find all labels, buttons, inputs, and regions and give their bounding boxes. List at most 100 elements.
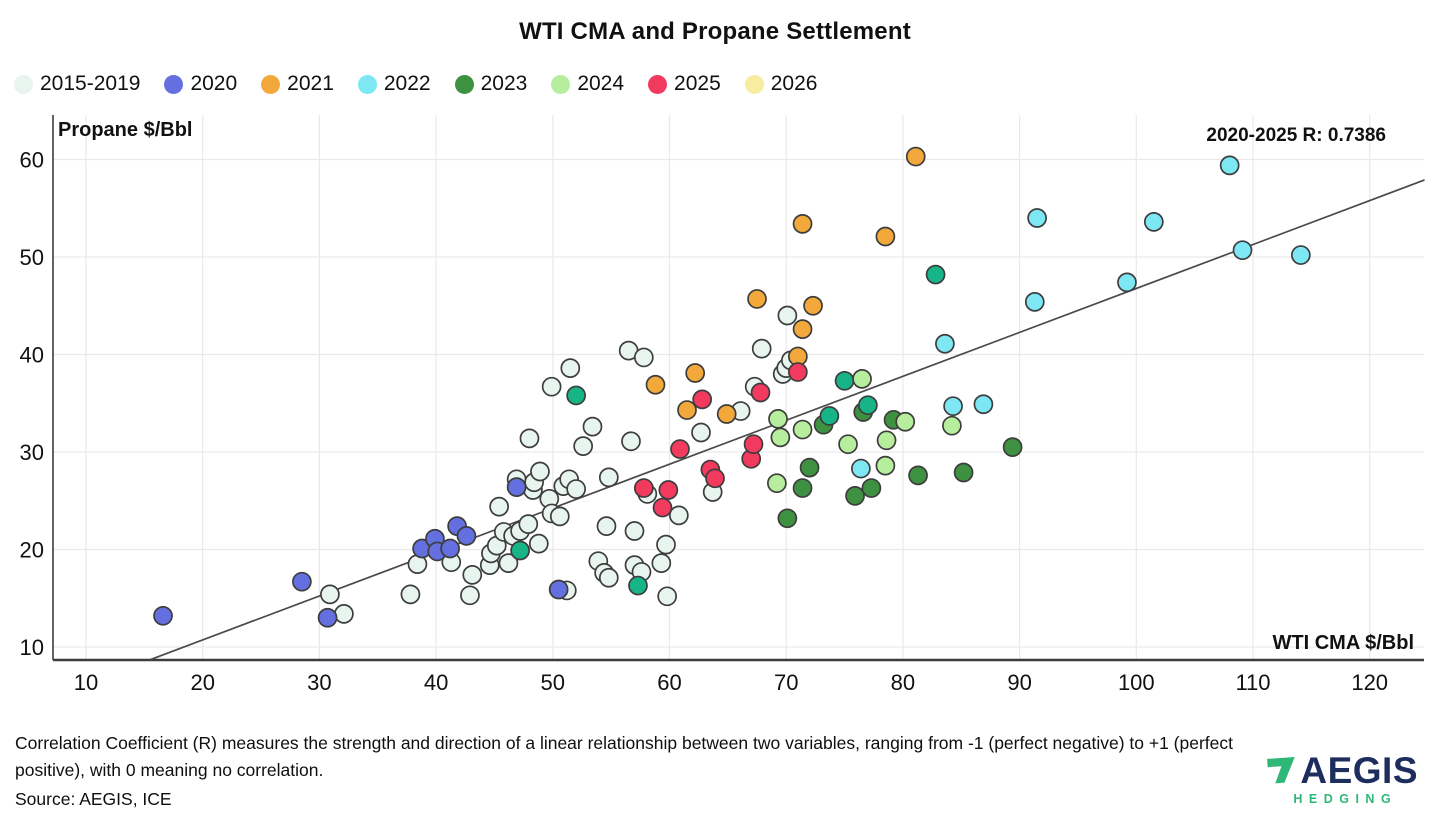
legend-label: 2023 bbox=[480, 72, 528, 95]
scatter-plot: 10 20 30 40 50 60 70 80 90 100 110 120 10 20 30 40 50 60 bbox=[20, 115, 1425, 695]
scatter-point-2015-2019 bbox=[462, 565, 483, 585]
scatter-point-2021 bbox=[677, 400, 697, 420]
scatter-point-2015-2019 bbox=[560, 358, 581, 378]
aegis-logo: AEGIS HEDGING bbox=[1266, 752, 1418, 806]
scatter-point-2015-2019 bbox=[518, 514, 539, 534]
legend-item-2025[interactable]: 2025 bbox=[648, 72, 721, 96]
scatter-point-2015-2019 bbox=[498, 553, 519, 573]
scatter-point-2023 bbox=[908, 465, 928, 486]
x-tick-label: 40 bbox=[424, 670, 448, 695]
legend-label: 2022 bbox=[383, 72, 431, 95]
x-tick-label: 50 bbox=[541, 670, 565, 695]
y-tick-label: 60 bbox=[20, 148, 44, 173]
y-tick-label: 20 bbox=[20, 538, 44, 563]
x-tick-label: 100 bbox=[1118, 670, 1155, 695]
legend-dot-icon bbox=[357, 74, 377, 94]
scatter-point-2015-2019 bbox=[657, 586, 678, 607]
scatter-point-2015-2019 bbox=[400, 584, 421, 605]
scatter-point-2015-2019 bbox=[651, 553, 672, 573]
scatter-point-2021 bbox=[716, 404, 737, 424]
scatter-point-2015-2019 bbox=[334, 603, 354, 624]
scatter-point-2020 bbox=[440, 538, 460, 559]
scatter-point-2025 bbox=[658, 480, 679, 500]
scatter-point-2022 bbox=[973, 394, 994, 415]
legend-item-2024[interactable]: 2024 bbox=[551, 72, 624, 96]
scatter-point-2021 bbox=[685, 363, 706, 383]
scatter-point-2022 bbox=[943, 396, 963, 417]
legend-item-2023[interactable]: 2023 bbox=[454, 72, 528, 96]
logo-sub-text: HEDGING bbox=[1293, 792, 1398, 806]
scatter-point-2023 bbox=[819, 406, 840, 426]
legend-item-2026[interactable]: 2026 bbox=[744, 72, 818, 96]
scatter-point-2023 bbox=[510, 540, 530, 561]
legend-label: 2021 bbox=[287, 72, 334, 95]
scatter-point-2021 bbox=[905, 146, 926, 167]
legend: 2015-2019 2020 2021 2022 2023 2024 2025 2026 bbox=[14, 72, 817, 96]
x-tick-label: 110 bbox=[1235, 670, 1270, 695]
x-tick-label: 30 bbox=[307, 670, 331, 695]
y-tick-label: 10 bbox=[20, 635, 44, 660]
scatter-point-2023 bbox=[953, 462, 974, 483]
aegis-logo-mark-icon bbox=[1267, 756, 1295, 784]
legend-label: 2026 bbox=[770, 72, 818, 95]
scatter-point-2024 bbox=[792, 419, 813, 440]
scatter-point-2024 bbox=[767, 473, 787, 494]
scatter-point-2021 bbox=[803, 295, 823, 316]
scatter-point-2015-2019 bbox=[633, 347, 654, 368]
scatter-point-2020 bbox=[292, 571, 312, 592]
y-axis-title: Propane $/Bbl bbox=[58, 119, 193, 141]
scatter-point-2021 bbox=[875, 226, 896, 247]
legend-item-2020[interactable]: 2020 bbox=[164, 72, 237, 96]
legend-item-2022[interactable]: 2022 bbox=[357, 72, 431, 96]
scatter-point-2015-2019 bbox=[573, 436, 593, 456]
scatter-point-2025 bbox=[670, 439, 690, 459]
legend-label: 2024 bbox=[577, 72, 625, 95]
legend-label: 2025 bbox=[674, 72, 721, 95]
scatter-point-2022 bbox=[1219, 155, 1240, 176]
scatter-point-2022 bbox=[935, 333, 955, 354]
scatter-point-2025 bbox=[743, 434, 764, 455]
scatter-point-2015-2019 bbox=[624, 521, 645, 541]
scatter-point-2020 bbox=[506, 477, 527, 497]
scatter-point-2025 bbox=[705, 468, 725, 489]
y-tick-label: 40 bbox=[20, 343, 44, 368]
x-tick-label: 70 bbox=[774, 670, 798, 695]
scatter-point-2023 bbox=[845, 486, 865, 506]
source-text: Source: AEGIS, ICE bbox=[15, 789, 172, 809]
scatter-point-2023 bbox=[858, 395, 878, 416]
scatter-point-2015-2019 bbox=[549, 506, 570, 527]
scatter-point-2023 bbox=[1002, 437, 1023, 457]
scatter-point-2025 bbox=[750, 382, 771, 403]
legend-dot-icon bbox=[551, 74, 571, 94]
chart-title: WTI CMA and Propane Settlement bbox=[519, 18, 911, 45]
scatter-point-2022 bbox=[1024, 292, 1045, 312]
scatter-point-2015-2019 bbox=[596, 516, 617, 536]
scatter-point-2015-2019 bbox=[460, 585, 480, 606]
scatter-point-2021 bbox=[747, 289, 767, 309]
legend-dot-icon bbox=[14, 74, 33, 94]
scatter-point-2015-2019 bbox=[598, 567, 619, 588]
scatter-point-2015-2019 bbox=[320, 584, 340, 605]
x-axis-title: WTI CMA $/Bbl bbox=[1272, 632, 1414, 654]
scatter-point-2015-2019 bbox=[528, 533, 549, 554]
scatter-point-2021 bbox=[792, 319, 813, 339]
x-tick-label: 60 bbox=[657, 670, 681, 695]
scatter-point-2021 bbox=[792, 213, 813, 234]
legend-item-2015-2019[interactable]: 2015-2019 bbox=[14, 72, 140, 96]
scatter-point-2022 bbox=[1232, 240, 1253, 261]
scatter-point-2015-2019 bbox=[656, 534, 676, 555]
scatter-point-2015-2019 bbox=[519, 428, 540, 449]
scatter-point-2015-2019 bbox=[621, 431, 641, 452]
y-tick-label: 30 bbox=[20, 440, 44, 465]
scatter-point-2022 bbox=[1027, 208, 1047, 228]
scatter-point-2024 bbox=[876, 430, 897, 451]
legend-item-2021[interactable]: 2021 bbox=[261, 72, 334, 96]
scatter-point-2022 bbox=[1117, 272, 1137, 293]
scatter-point-2024 bbox=[942, 415, 962, 436]
scatter-point-2023 bbox=[799, 457, 820, 478]
scatter-point-2020 bbox=[317, 607, 338, 628]
scatter-point-2024 bbox=[838, 434, 858, 455]
scatter-point-2022 bbox=[1290, 245, 1311, 265]
scatter-point-2015-2019 bbox=[668, 505, 689, 526]
